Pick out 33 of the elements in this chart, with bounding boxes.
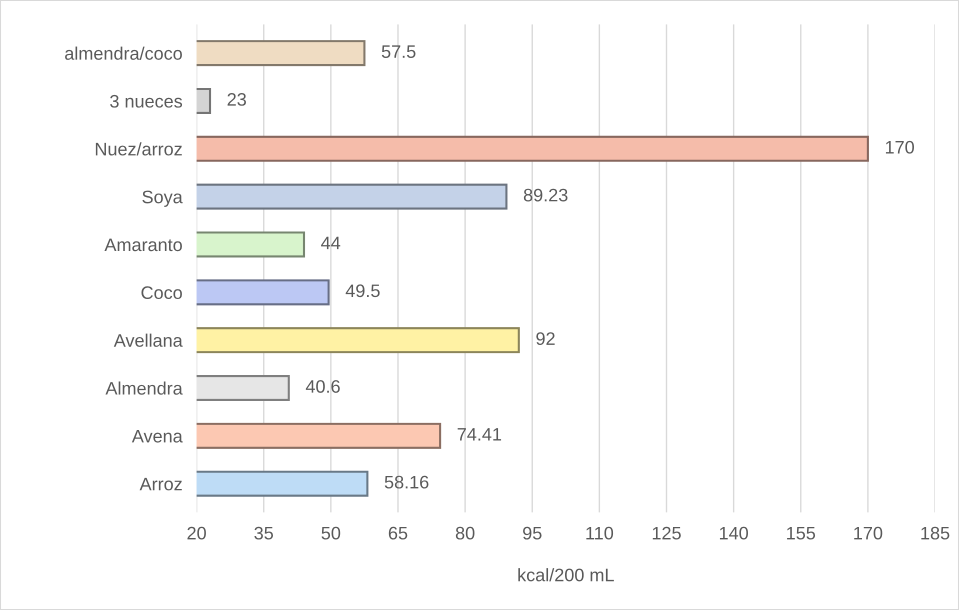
data-label: 89.23 [524, 188, 568, 202]
x-tick-label: 65 [388, 526, 408, 540]
x-tick-label: 170 [854, 526, 882, 540]
y-tick-label: Coco [141, 286, 182, 300]
x-tick-label: 140 [720, 526, 748, 540]
y-tick-label: Amaranto [104, 238, 182, 252]
data-label: 57.5 [382, 45, 416, 58]
x-tick-label: 80 [456, 526, 474, 540]
x-tick-label: 155 [787, 526, 816, 540]
y-tick-label: Soya [142, 190, 183, 207]
y-tick-label: Nuez/arroz [96, 142, 182, 156]
y-tick-label: 3 nueces [110, 94, 182, 108]
data-label: 40.6 [306, 380, 340, 393]
x-tick-label: 35 [254, 526, 274, 540]
y-tick-label: almendra/coco [65, 46, 182, 60]
x-tick-label: 20 [187, 526, 206, 540]
data-label: 170 [886, 140, 914, 154]
y-tick-label: Almendra [105, 381, 183, 395]
y-tick-label: Avena [132, 430, 183, 443]
data-label: 58.16 [384, 476, 428, 489]
y-tick-label: Avellana [114, 334, 183, 347]
x-tick-label: 95 [523, 526, 542, 540]
x-axis-title: kcal/200 mL [518, 568, 614, 582]
data-label: 74.41 [458, 428, 502, 441]
x-tick-label: 50 [322, 526, 340, 540]
x-tick-label: 110 [586, 526, 614, 540]
x-tick-label: 125 [652, 526, 681, 540]
y-tick-label: Arroz [140, 478, 182, 490]
data-label: 23 [228, 93, 246, 106]
data-label: 49.5 [346, 284, 380, 298]
data-label: 92 [536, 332, 555, 346]
data-label: 44 [321, 236, 340, 250]
x-tick-label: 185 [921, 526, 950, 540]
